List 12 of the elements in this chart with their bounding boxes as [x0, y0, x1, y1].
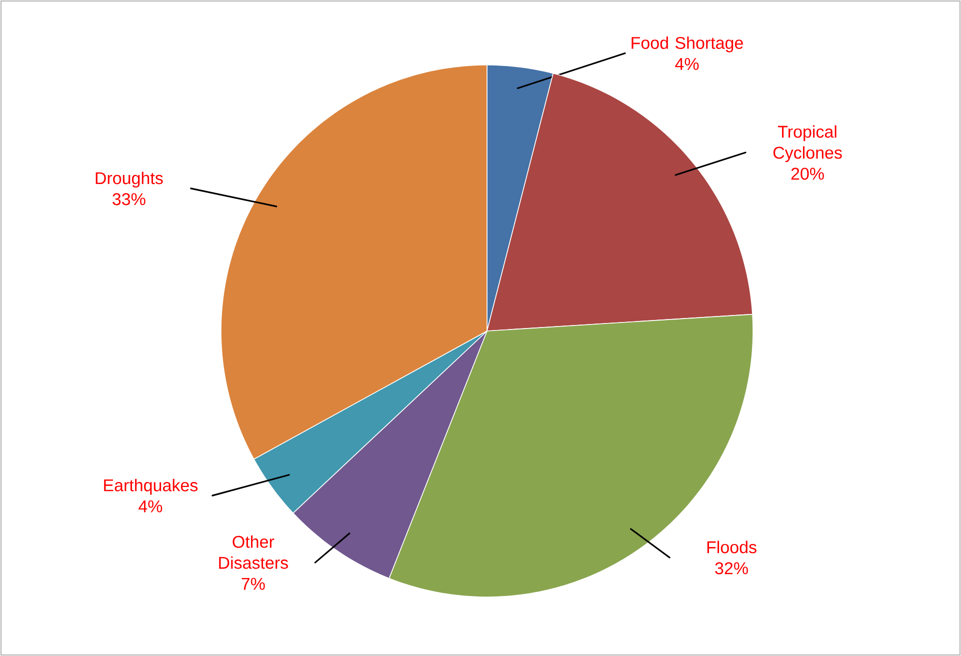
data-label: 33% [112, 193, 146, 206]
slice-label: Droughts [96, 172, 163, 188]
slice-label: Floods [707, 540, 756, 554]
slice-label: Earthquakes [104, 478, 198, 495]
data-label: 32% [715, 562, 748, 574]
data-label: 4% [138, 500, 162, 512]
slice-label: Food Shortage [632, 36, 743, 52]
slice-label: Other Disasters [219, 535, 288, 569]
slice-label: Tropical Cyclones [773, 125, 842, 162]
data-label: 4% [675, 58, 699, 70]
data-label: 7% [242, 578, 265, 590]
data-label: 20% [791, 168, 824, 180]
